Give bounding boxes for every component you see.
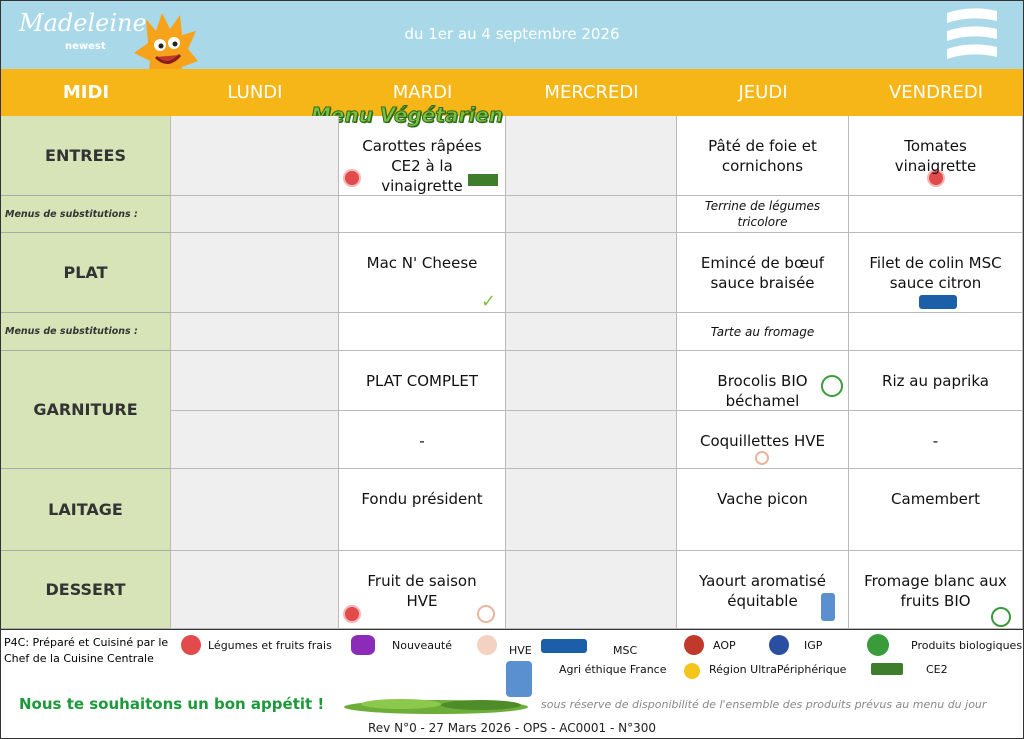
row-label: GARNITURE	[1, 351, 171, 469]
legend-icon	[684, 635, 704, 655]
menu-cell	[171, 411, 339, 469]
legend-label: MSC	[613, 644, 638, 657]
row-label: DESSERT	[1, 551, 171, 629]
menu-cell: Filet de colin MSC sauce citron	[849, 233, 1023, 313]
substitution-cell	[849, 196, 1023, 233]
legend-icon	[351, 635, 375, 655]
substitution-label: Menus de substitutions :	[1, 313, 171, 351]
menu-cell: Carottes râpées CE2 à la vinaigrette	[339, 116, 506, 196]
row-label: ENTREES	[1, 116, 171, 196]
p4c-note: P4C: Préparé et Cuisiné par le Chef de l…	[4, 636, 169, 665]
menu-cell	[171, 233, 339, 313]
legend-icon	[181, 635, 201, 655]
menu-cell	[171, 551, 339, 629]
column-header: MIDI	[62, 82, 110, 103]
agri-icon	[821, 593, 835, 621]
days-bar	[1, 69, 1023, 116]
legend-label: Agri éthique France	[559, 663, 667, 676]
msc-icon	[919, 295, 957, 309]
brand-logo	[947, 8, 997, 59]
menu-banner: Menu Végétarien	[311, 103, 504, 128]
row-label: LAITAGE	[1, 469, 171, 551]
substitution-cell	[339, 313, 506, 351]
menu-cell	[506, 551, 677, 629]
menu-cell	[171, 116, 339, 196]
legend-icon	[541, 639, 587, 653]
menu-cell: Brocolis BIO béchamel	[677, 351, 849, 411]
menu-cell: Camembert	[849, 469, 1023, 551]
legend-label: HVE	[509, 644, 532, 657]
legend-icon	[684, 663, 700, 679]
legend-icon	[867, 634, 889, 656]
menu-cell: Fruit de saison HVE	[339, 551, 506, 629]
row-label: PLAT	[1, 233, 171, 313]
legend-icon	[477, 635, 497, 655]
menu-cell: -	[339, 411, 506, 469]
menu-cell: Mac N' Cheese	[339, 233, 506, 313]
menu-cell: Riz au paprika	[849, 351, 1023, 411]
column-header: LUNDI	[227, 82, 283, 103]
fresh-icon	[343, 169, 361, 187]
menu-cell: -	[849, 411, 1023, 469]
menu-cell: Coquillettes HVE	[677, 411, 849, 469]
menu-cell: Vache picon	[677, 469, 849, 551]
hve-icon	[477, 605, 495, 623]
bio-icon	[821, 375, 843, 397]
menu-cell	[506, 411, 677, 469]
legend-icon	[506, 661, 532, 697]
herbs	[344, 699, 528, 714]
menu-cell	[506, 116, 677, 196]
menu-cell	[171, 351, 339, 411]
substitution-cell	[339, 196, 506, 233]
revision: Rev N°0 - 27 Mars 2026 - OPS - AC0001 - …	[368, 721, 656, 735]
menu-cell: PLAT COMPLET	[339, 351, 506, 411]
hve-icon	[755, 451, 769, 465]
menu-cell	[506, 233, 677, 313]
legend-label: Nouveauté	[392, 639, 453, 652]
column-header: MERCREDI	[544, 82, 639, 103]
menu-cell	[171, 469, 339, 551]
substitution-cell	[171, 196, 339, 233]
legend-label: Région UltraPériphérique	[709, 663, 847, 676]
substitution-cell	[506, 313, 677, 351]
substitution-cell: Tarte au fromage	[677, 313, 849, 351]
legend-icon	[769, 635, 789, 655]
bio-icon	[991, 607, 1011, 627]
brand-sub: newest	[65, 41, 106, 52]
column-header: JEUDI	[738, 82, 788, 103]
legend-label: Produits biologiques	[911, 639, 1023, 652]
legend-label: AOP	[713, 639, 736, 652]
date-range: du 1er au 4 septembre 2026	[404, 25, 620, 43]
column-header: VENDREDI	[888, 82, 984, 103]
menu-cell: Emincé de bœuf sauce braisée	[677, 233, 849, 313]
legend-label: Légumes et fruits frais	[208, 639, 332, 652]
menu-cell: Fromage blanc aux fruits BIO	[849, 551, 1023, 629]
legend-icon	[871, 663, 903, 675]
menu-cell: Yaourt aromatisé équitable	[677, 551, 849, 629]
menu-cell: Pâté de foie et cornichons	[677, 116, 849, 196]
substitution-cell: Terrine de légumes tricolore	[677, 196, 849, 233]
menu-cell: Tomates vinaigrette	[849, 116, 1023, 196]
brand: Madeleine	[19, 9, 147, 37]
ce2-icon	[468, 174, 498, 186]
menu-cell	[506, 351, 677, 411]
disclaimer: sous réserve de disponibilité de l'ensem…	[541, 698, 987, 711]
menu-cell: Fondu président	[339, 469, 506, 551]
substitution-cell	[849, 313, 1023, 351]
substitution-cell	[171, 313, 339, 351]
substitution-label: Menus de substitutions :	[1, 196, 171, 233]
legend-label: CE2	[926, 663, 948, 676]
fresh-icon	[343, 605, 361, 623]
column-header: MARDI	[392, 82, 453, 103]
substitution-cell	[506, 196, 677, 233]
legend-label: IGP	[804, 639, 823, 652]
new-icon: ✓	[481, 291, 497, 312]
menu-cell	[506, 469, 677, 551]
footer-rule	[1, 629, 1023, 630]
greeting: Nous te souhaitons un bon appétit !	[19, 695, 325, 713]
fresh-icon	[927, 169, 945, 187]
